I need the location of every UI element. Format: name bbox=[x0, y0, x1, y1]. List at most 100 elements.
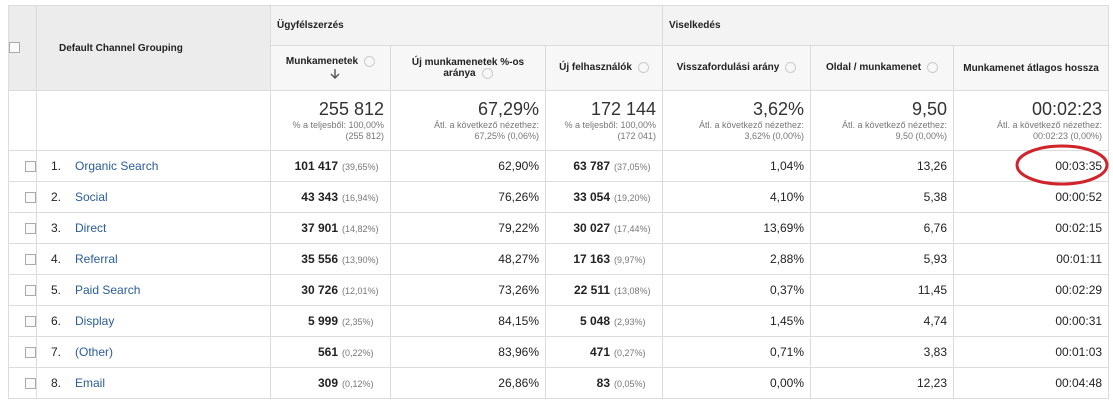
metric-share: (17,44%) bbox=[614, 224, 651, 234]
row-checkbox[interactable] bbox=[8, 150, 37, 182]
metric-value: 83 bbox=[596, 376, 611, 390]
channel-cell: 8. Email bbox=[36, 367, 271, 399]
data-row: 6. Display 5 999 (2,35%) 84,15% 5 048 (2,93%) 1… bbox=[8, 305, 1110, 337]
metric-value: 00:00:31 bbox=[1055, 314, 1103, 328]
column-header[interactable]: Munkamenet átlagos hossza bbox=[953, 45, 1110, 91]
metric-cell: 33 054 (19,20%) bbox=[544, 181, 664, 213]
metric-value: 62,90% bbox=[498, 159, 539, 173]
metric-cell: 84,15% bbox=[390, 305, 546, 337]
checkbox[interactable] bbox=[25, 316, 36, 328]
metric-value: 33 054 bbox=[573, 190, 611, 204]
checkbox[interactable] bbox=[25, 223, 36, 235]
help-icon bbox=[481, 67, 493, 79]
group-header: Ügyfélszerzés bbox=[269, 5, 664, 46]
column-header[interactable]: Új munkamenetek %-os aránya bbox=[390, 45, 546, 91]
row-checkbox[interactable] bbox=[8, 274, 37, 306]
channel-link[interactable]: Email bbox=[75, 376, 106, 390]
channel-link[interactable]: Direct bbox=[75, 221, 107, 235]
checkbox[interactable] bbox=[25, 378, 36, 390]
channel-link[interactable]: Organic Search bbox=[75, 159, 159, 173]
total-value: 172 144 bbox=[590, 99, 657, 119]
total-cell: 00:02:23 Átl. a következő nézethez: 00:02:… bbox=[953, 90, 1110, 151]
metric-cell: 00:01:03 bbox=[953, 336, 1110, 368]
metric-value: 17 163 bbox=[573, 252, 611, 266]
row-index: 4. bbox=[51, 252, 62, 266]
row-checkbox[interactable] bbox=[8, 336, 37, 368]
channel-link[interactable]: (Other) bbox=[75, 345, 114, 359]
metric-cell: 62,90% bbox=[390, 150, 546, 182]
metric-cell: 471 (0,27%) bbox=[544, 336, 664, 368]
metric-cell: 5 048 (2,93%) bbox=[544, 305, 664, 337]
metric-cell: 0,00% bbox=[662, 367, 812, 399]
metric-value: 1,04% bbox=[769, 159, 805, 173]
column-header[interactable]: Munkamenetek bbox=[270, 45, 391, 91]
total-note: (255 812) bbox=[345, 131, 384, 141]
metric-cell: 83,96% bbox=[390, 336, 546, 368]
select-all[interactable] bbox=[8, 5, 37, 91]
channel-link[interactable]: Display bbox=[75, 314, 115, 328]
metric-value: 3,83 bbox=[923, 345, 948, 359]
metric-value: 30 027 bbox=[573, 221, 611, 235]
channel-cell: 2. Social bbox=[36, 181, 271, 213]
metric-value: 5,93 bbox=[923, 252, 948, 266]
metric-value: 26,86% bbox=[498, 376, 539, 390]
metric-value: 48,27% bbox=[498, 252, 539, 266]
metric-value: 101 417 bbox=[294, 159, 338, 173]
metric-cell: 561 (0,22%) bbox=[270, 336, 391, 368]
metric-cell: 5,38 bbox=[810, 181, 955, 213]
metric-value: 12,23 bbox=[916, 376, 948, 390]
metric-value: 30 726 bbox=[301, 283, 338, 297]
channel-link[interactable]: Referral bbox=[75, 252, 118, 266]
metric-cell: 101 417 (39,65%) bbox=[270, 150, 391, 182]
checkbox[interactable] bbox=[25, 254, 36, 266]
data-row: 8. Email 309 (0,12%) 26,86% 83 (0,05%) 0,00% 12,… bbox=[8, 367, 1110, 399]
column-title: Visszafordulási arány bbox=[676, 62, 780, 74]
metric-value: 73,26% bbox=[498, 283, 539, 297]
sort-arrow[interactable] bbox=[329, 68, 341, 80]
metric-cell: 11,45 bbox=[810, 274, 955, 306]
checkbox[interactable] bbox=[25, 347, 36, 359]
metric-value: 0,37% bbox=[769, 283, 805, 297]
metric-share: (0,12%) bbox=[342, 379, 374, 389]
metric-value: 0,00% bbox=[769, 376, 805, 390]
report-table: Default Channel Grouping Ügyfélszerzés V… bbox=[8, 5, 1110, 399]
data-row: 3. Direct 37 901 (14,82%) 79,22% 30 027 (17,44… bbox=[8, 212, 1110, 244]
channel-link[interactable]: Social bbox=[75, 190, 108, 204]
metric-cell: 00:02:29 bbox=[953, 274, 1110, 306]
metric-value: 00:02:15 bbox=[1055, 221, 1103, 235]
metric-value: 00:03:35 bbox=[1055, 159, 1103, 173]
metric-share: (0,27%) bbox=[614, 348, 646, 358]
row-checkbox[interactable] bbox=[8, 305, 37, 337]
channel-cell: 4. Referral bbox=[36, 243, 271, 275]
group-header: Viselkedés bbox=[662, 5, 1110, 46]
row-checkbox[interactable] bbox=[8, 243, 37, 275]
metric-cell: 5 999 (2,35%) bbox=[270, 305, 391, 337]
metric-cell: 76,26% bbox=[390, 181, 546, 213]
help-icon bbox=[364, 56, 376, 68]
metric-share: (12,01%) bbox=[342, 286, 379, 296]
checkbox[interactable] bbox=[25, 285, 36, 297]
metric-value: 4,74 bbox=[923, 314, 948, 328]
row-checkbox[interactable] bbox=[8, 212, 37, 244]
row-checkbox[interactable] bbox=[8, 367, 37, 399]
checkbox[interactable] bbox=[25, 192, 36, 204]
column-header[interactable]: Visszafordulási arány bbox=[662, 45, 812, 91]
metric-cell: 79,22% bbox=[390, 212, 546, 244]
column-header[interactable]: Új felhasználók bbox=[544, 45, 664, 91]
metric-share: (19,20%) bbox=[614, 193, 651, 203]
metric-share: (14,82%) bbox=[342, 224, 379, 234]
metric-cell: 2,88% bbox=[662, 243, 812, 275]
total-note: (172 041) bbox=[617, 131, 657, 141]
metric-value: 79,22% bbox=[498, 221, 539, 235]
row-checkbox[interactable] bbox=[8, 181, 37, 213]
column-header[interactable]: Oldal / munkamenet bbox=[810, 45, 955, 91]
metric-value: 83,96% bbox=[498, 345, 539, 359]
metric-cell: 13,69% bbox=[662, 212, 812, 244]
metric-cell: 1,04% bbox=[662, 150, 812, 182]
checkbox[interactable] bbox=[25, 161, 36, 173]
metric-cell: 1,45% bbox=[662, 305, 812, 337]
blank bbox=[8, 90, 37, 151]
channel-link[interactable]: Paid Search bbox=[75, 283, 141, 297]
dimension-header: Default Channel Grouping bbox=[36, 5, 271, 91]
metric-cell: 43 343 (16,94%) bbox=[270, 181, 391, 213]
